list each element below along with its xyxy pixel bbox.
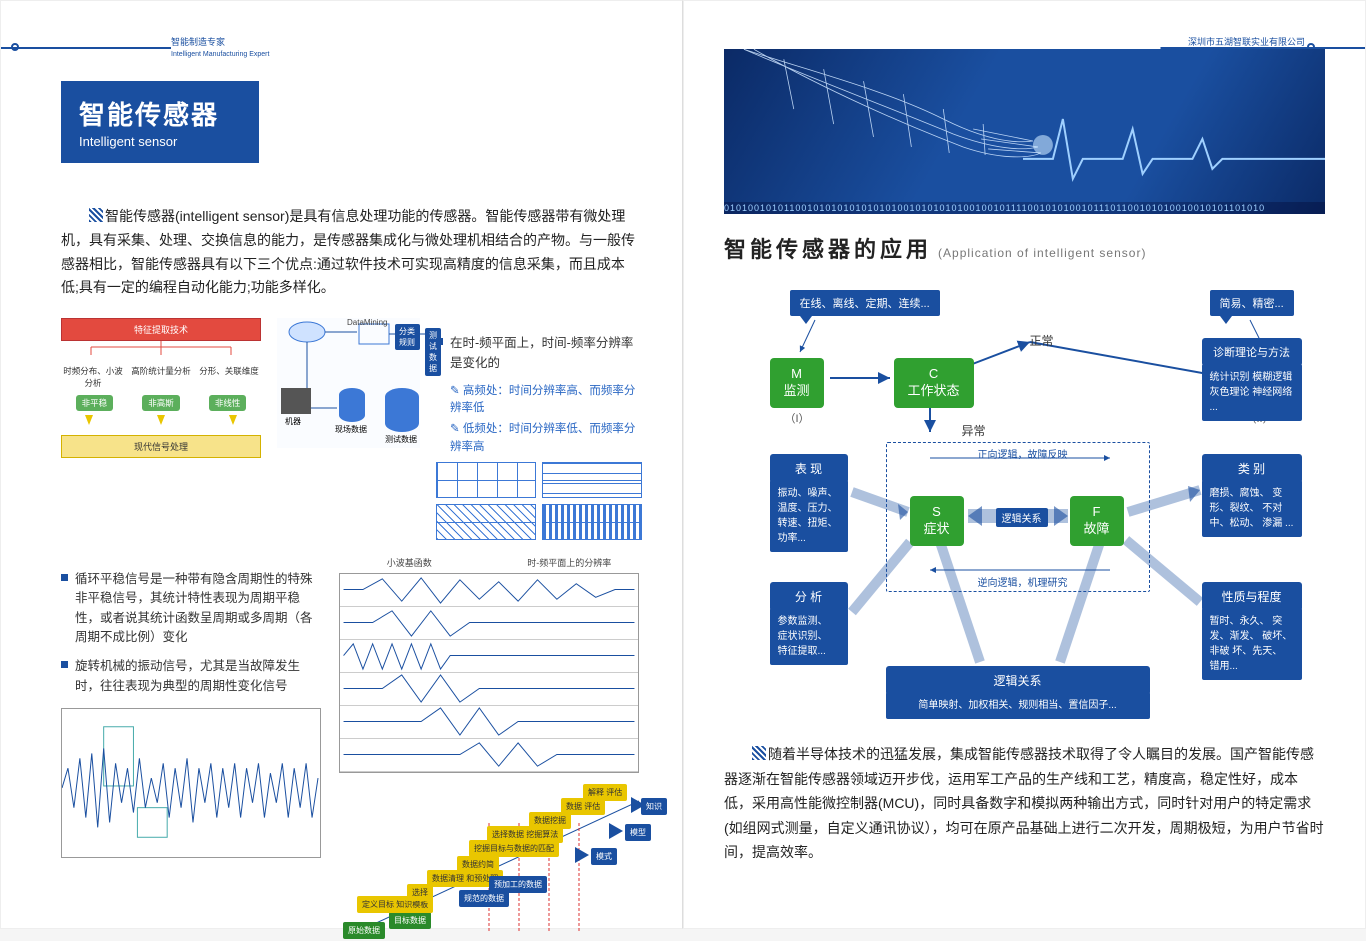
page-right: 深圳市五湖智联实业有限公司 SHENZHEN WUHU INTELLIGENT … [683, 0, 1366, 929]
arrow-fwd: 正向逻辑，故障反映 [978, 446, 1068, 461]
closing-paragraph: 随着半导体技术的迅猛发展，集成智能传感器技术取得了令人瞩目的发展。国产智能传感器… [724, 742, 1325, 865]
logic-bar-title: 逻辑关系 [886, 666, 1150, 695]
sys-db2: 测试数据 [385, 434, 417, 445]
cyc-bullets: 循环平稳信号是一种带有隐含周期性的特殊非平稳信号，其统计特性表现为周期平稳性，或… [61, 570, 321, 696]
diagram-row-1: 特征提取技术 时频分布、小波分析高阶统计量分析分形、关联维度 非平稳 非高斯 非… [61, 318, 642, 540]
tf-hi: 高频处：时间分辨率高、而频率分辨率低 [450, 383, 642, 418]
box-biaoxian-title: 表 现 [770, 454, 848, 483]
hero-binary: 0101001010110010101010101010100101010101… [724, 202, 1325, 214]
sys-cloud: 分类规则 [395, 324, 420, 350]
tech-connectors-icon [61, 341, 261, 355]
signal-thumb-3 [436, 504, 536, 540]
box-biaoxian-list: 振动、噪声、 温度、压力、 转速、扭矩、 功率... [770, 480, 848, 552]
cyc-2: 旋转机械的振动信号，尤其是当故障发生时，往往表现为典型的周期性变化信号 [61, 657, 321, 696]
box-leibie-list: 磨损、腐蚀、 变形、裂纹、 不对中、松动、 渗漏 ... [1202, 480, 1302, 537]
diagram-row-2: 循环平稳信号是一种带有隐含周期性的特殊非平稳信号，其统计特性表现为周期平稳性，或… [61, 554, 642, 941]
pl-tag-1: 预加工的数据 [489, 876, 547, 893]
app-title: 智能传感器的应用(Application of intelligent sens… [724, 232, 1325, 264]
tech-cols: 时频分布、小波分析高阶统计量分析分形、关联维度 [61, 365, 261, 389]
page-left: 智能制造专家 Intelligent Manufacturing Expert … [0, 0, 683, 929]
triangle-icon [575, 847, 589, 863]
tech-tree-diagram: 特征提取技术 时频分布、小波分析高阶统计量分析分形、关联维度 非平稳 非高斯 非… [61, 318, 261, 540]
label-abnormal: 异常 [962, 422, 986, 439]
tech-connectors2-icon [61, 411, 261, 425]
title-main: 智能传感器 [79, 95, 219, 132]
node-C: C工作状态 [894, 358, 974, 408]
box-fenxi-title: 分 析 [770, 582, 848, 611]
pl-tag-2: 模式 [591, 848, 617, 865]
pipeline-diagram: 原始数据 目标数据 定义目标 知识模板 选择 数据清理 和预处理 数据约简 挖掘… [339, 781, 659, 941]
arrow-mid: 逻辑关系 [996, 508, 1048, 527]
tech-greens: 非平稳 非高斯 非线性 [61, 395, 261, 411]
box-xingzhi-list: 暂时、永久、 突发、渐发、 破坏、非破 坏、先天、 错用... [1202, 608, 1302, 680]
signal-thumb-2 [542, 462, 642, 498]
wavelet-grid [339, 573, 639, 773]
header-left-label: 智能制造专家 Intelligent Manufacturing Expert [171, 35, 269, 58]
application-flowchart: 在线、离线、定期、连续... 简易、精密... M监测 C工作状态 D诊断 正常… [730, 282, 1320, 722]
node-F: F故障 [1070, 496, 1124, 546]
label-normal: 正常 [1030, 332, 1054, 349]
cyc-1: 循环平稳信号是一种带有隐含周期性的特殊非平稳信号，其统计特性表现为周期平稳性，或… [61, 570, 321, 648]
signal-thumbs [436, 462, 642, 498]
title-sub: Intelligent sensor [79, 134, 219, 149]
sys-db1: 现场数据 [335, 424, 367, 435]
box-leibie-title: 类 别 [1202, 454, 1302, 483]
signal-thumb-1 [436, 462, 536, 498]
tech-root: 特征提取技术 [61, 318, 261, 341]
box-xingzhi-title: 性质与程度 [1202, 582, 1302, 611]
box-fenxi-list: 参数监测、 症状识别、 特征提取... [770, 608, 848, 665]
box-zhenduan-list: 统计识别 模糊逻辑 灰色理论 神经网络 ... [1202, 364, 1302, 421]
signal-plot [61, 708, 321, 858]
hero-banner: 0101001010110010101010101010100101010101… [724, 49, 1325, 214]
arrow-bwd: 逆向逻辑，机理研究 [978, 574, 1068, 589]
tech-yellow: 现代信号处理 [61, 435, 261, 458]
sys-machine: 机器 [285, 416, 301, 427]
machine-icon [281, 388, 311, 414]
wavelet-captions: 小波基函数时-频平面上的分辨率 [339, 556, 659, 569]
pl-step-0: 原始数据 [343, 922, 385, 939]
top-rule [1, 47, 682, 49]
box-zhenduan-title: 诊断理论与方法 [1202, 338, 1302, 366]
logic-bar-list: 简单映射、加权相关、规则相当、置信因子... [886, 692, 1150, 719]
lead-ornament2-icon [752, 746, 766, 760]
intro-paragraph: 智能传感器(intelligent sensor)是具有信息处理功能的传感器。智… [61, 205, 642, 300]
tf-lo: 低频处：时间分辨率低、而频率分辨率高 [450, 421, 642, 456]
signal-thumb-4 [542, 504, 642, 540]
pl-step-9: 解释 评估 [583, 784, 627, 801]
cylinder-icon [339, 388, 365, 422]
title-box: 智能传感器 Intelligent sensor [61, 81, 259, 163]
tf-bullets: 在时-频平面上，时间-频率分辨率是变化的 高频处：时间分辨率高、而频率分辨率低 … [436, 334, 642, 540]
triangle2-icon [609, 823, 623, 839]
pl-tag-4: 知识 [641, 798, 667, 815]
node-S: S症状 [910, 496, 964, 546]
sys-dm: DataMining [347, 318, 387, 327]
roman-1: （I） [785, 410, 810, 426]
pl-tag-3: 模型 [625, 824, 651, 841]
lead-ornament-icon [89, 208, 103, 222]
cylinder2-icon [385, 388, 419, 432]
system-sketch: 分类规则 DataMining 现场数据 测试数据 机器 测试数据 [277, 318, 420, 448]
callout-left: 在线、离线、定期、连续... [790, 290, 940, 316]
pl-step-1: 目标数据 [389, 912, 431, 929]
node-M: M监测 [770, 358, 824, 408]
tf-title: 在时-频平面上，时间-频率分辨率是变化的 [436, 334, 642, 373]
hero-svg [724, 49, 1325, 214]
callout-right: 简易、精密... [1210, 290, 1294, 316]
pl-step-5: 数据约简 [457, 856, 499, 873]
